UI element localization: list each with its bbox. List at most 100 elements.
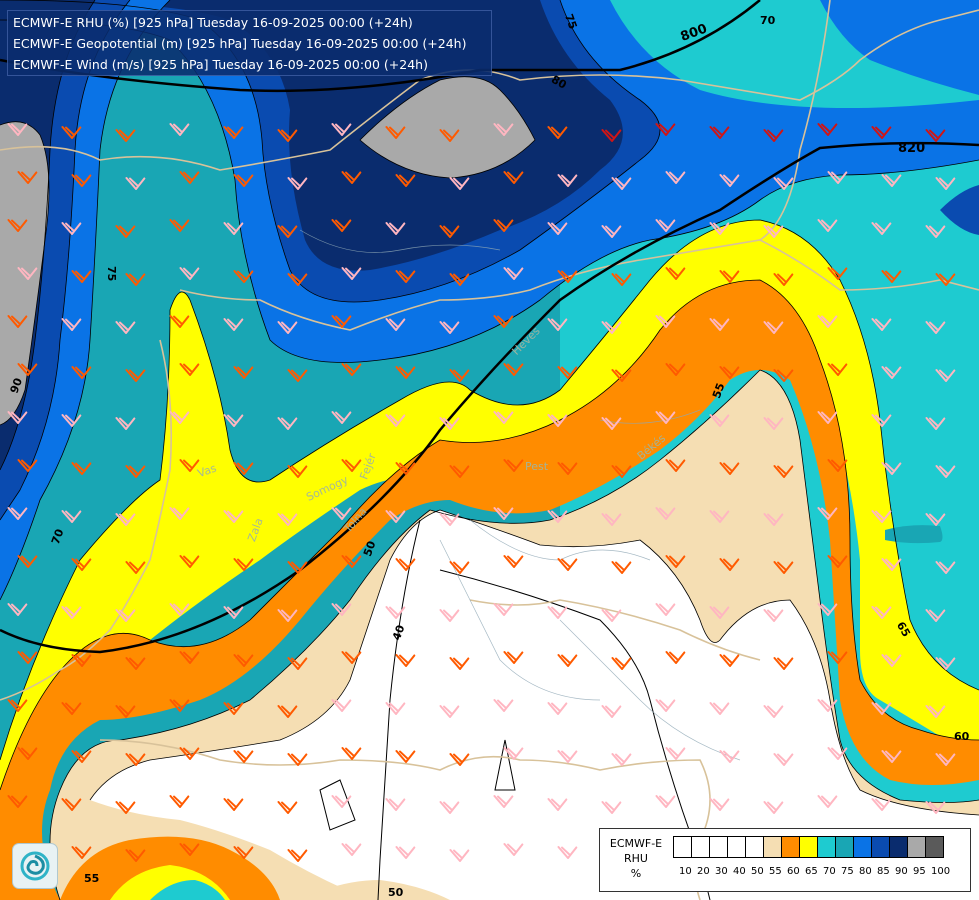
wind-barb [601, 801, 622, 814]
wind-barb [331, 123, 352, 136]
wind-barb [7, 507, 28, 520]
wind-barb [61, 798, 82, 811]
wind-barb [935, 657, 956, 670]
wind-barb [341, 843, 362, 856]
wind-barb [331, 795, 352, 808]
wind-barb [169, 507, 190, 520]
wind-barb [125, 561, 146, 574]
wind-barb [655, 123, 676, 136]
wind-barb [439, 129, 460, 142]
rhu-85-region-right-notch [940, 185, 979, 235]
wind-barb [611, 561, 632, 574]
wind-barb [169, 699, 190, 712]
wind-barb [341, 555, 362, 568]
legend-title: ECMWF-E RHU % [606, 836, 666, 881]
wind-barb [557, 174, 578, 187]
wind-barb [61, 606, 82, 619]
wind-barb [655, 219, 676, 232]
wind-barb [773, 465, 794, 478]
wind-barb [287, 753, 308, 766]
wind-barb [385, 606, 406, 619]
wind-barb [719, 366, 740, 379]
wind-barb [395, 846, 416, 859]
wind-barb [277, 225, 298, 238]
wind-barb [169, 219, 190, 232]
wind-barb [493, 507, 514, 520]
wind-barb [233, 558, 254, 571]
wind-barb [601, 129, 622, 142]
wind-barb [7, 795, 28, 808]
wind-barb [115, 129, 136, 142]
wind-barb [925, 801, 946, 814]
wind-barb [395, 654, 416, 667]
wind-barb [493, 123, 514, 136]
wind-barb [341, 171, 362, 184]
legend-swatch [727, 836, 746, 858]
wind-barb [125, 657, 146, 670]
wind-barb [935, 465, 956, 478]
wind-barb [871, 318, 892, 331]
wind-barb [17, 651, 38, 664]
wind-barb [61, 318, 82, 331]
wind-barb [71, 462, 92, 475]
legend-swatch [745, 836, 764, 858]
wind-barb [115, 513, 136, 526]
wind-barb [7, 411, 28, 424]
wind-barb [925, 321, 946, 334]
wind-barb [7, 699, 28, 712]
wind-barb [17, 267, 38, 280]
header-line-rhu: ECMWF-E RHU (%) [925 hPa] Tuesday 16-09-… [13, 15, 413, 30]
wind-barb [763, 801, 784, 814]
wind-barb [773, 753, 794, 766]
wind-barb [331, 699, 352, 712]
wind-barb [719, 654, 740, 667]
wind-barb [601, 513, 622, 526]
wind-barb [7, 219, 28, 232]
wind-barb [233, 846, 254, 859]
wind-barb [709, 510, 730, 523]
wind-barb [827, 747, 848, 760]
wind-barb [223, 606, 244, 619]
rhu-70-label-left: 70 [49, 527, 67, 546]
wind-barb [665, 363, 686, 376]
wind-barb [709, 414, 730, 427]
wind-barb [773, 369, 794, 382]
wind-barb [179, 651, 200, 664]
wind-barb [385, 414, 406, 427]
wind-barb [871, 510, 892, 523]
wind-barb [709, 798, 730, 811]
wind-barb [449, 369, 470, 382]
wind-barb [655, 795, 676, 808]
wind-barb [881, 462, 902, 475]
wind-barb [557, 462, 578, 475]
wind-barb [817, 315, 838, 328]
wind-barb [773, 561, 794, 574]
wind-barbs [7, 123, 956, 862]
wind-barb [223, 318, 244, 331]
wind-barb [61, 126, 82, 139]
wind-barb [233, 174, 254, 187]
wind-barb [827, 267, 848, 280]
rhu-85-region-topright [820, 0, 979, 95]
wind-barb [331, 411, 352, 424]
wind-barb [719, 174, 740, 187]
rhu-70-label-top: 70 [760, 14, 776, 27]
wind-barb [503, 363, 524, 376]
wind-barb [287, 561, 308, 574]
wind-barb [493, 411, 514, 424]
wind-barb [773, 657, 794, 670]
wind-barb [449, 561, 470, 574]
wind-barb [385, 702, 406, 715]
rhu-90-label-left: 90 [8, 376, 26, 395]
wind-barb [547, 702, 568, 715]
wind-barb [179, 843, 200, 856]
wind-barb [557, 366, 578, 379]
wind-barb [125, 177, 146, 190]
wind-barb [935, 369, 956, 382]
wind-barb [665, 555, 686, 568]
wind-barb [763, 225, 784, 238]
wind-barb [71, 366, 92, 379]
wind-barb [881, 174, 902, 187]
wind-barb [277, 705, 298, 718]
wind-barb [287, 465, 308, 478]
